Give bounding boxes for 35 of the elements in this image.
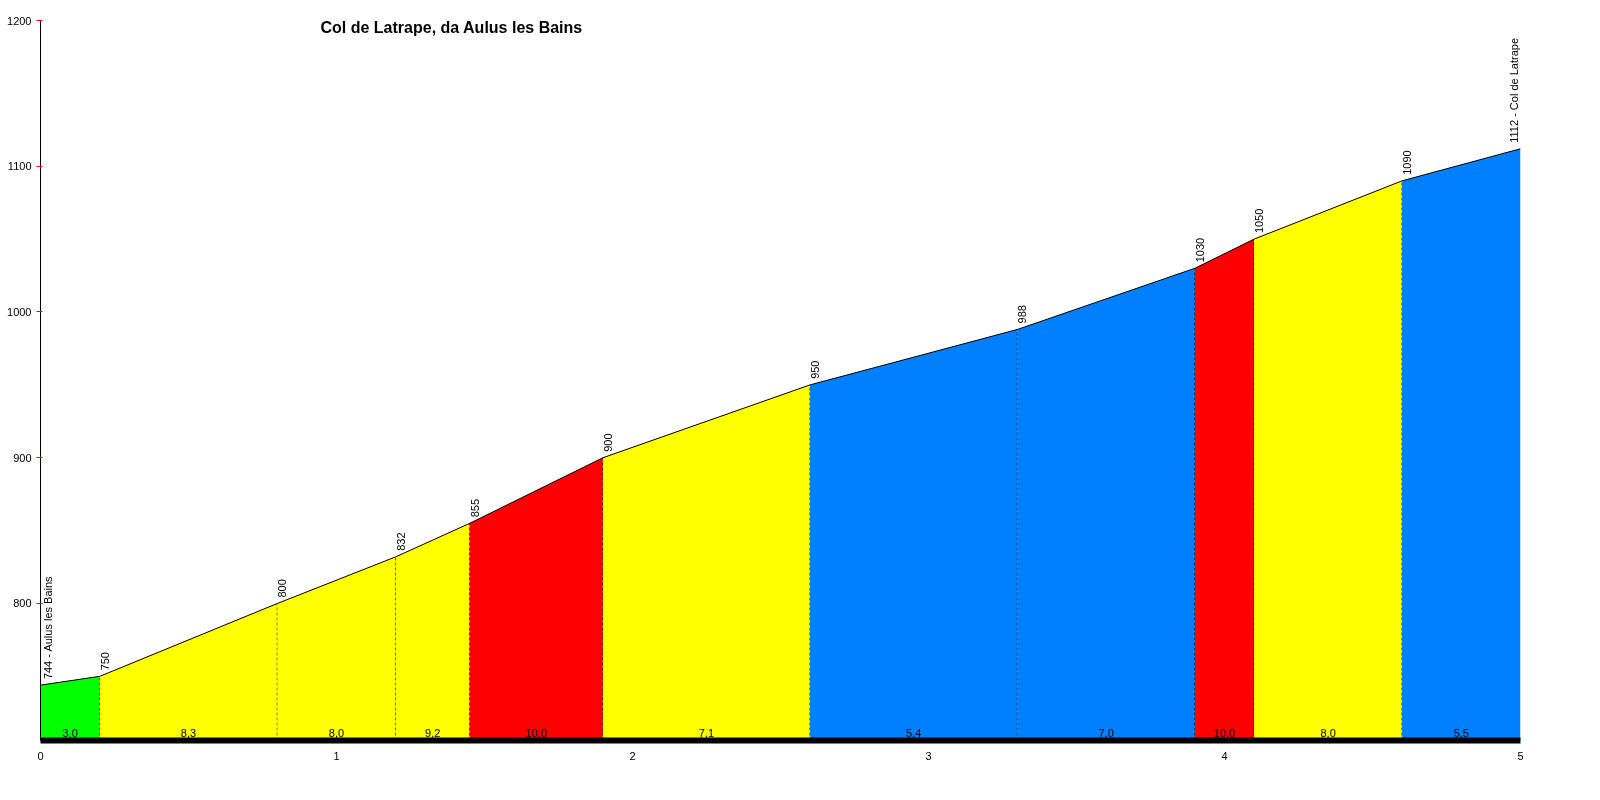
annotation: 855 (468, 498, 481, 518)
x-tick-label: 2 (629, 749, 636, 762)
y-tick-label: 1200 (7, 14, 32, 27)
y-tick-label: 1100 (7, 160, 32, 173)
annotation: 950 (809, 360, 822, 379)
annotation: 5,4 (906, 726, 922, 739)
annotation: 10,0 (525, 726, 548, 739)
annotation: 832 (394, 532, 407, 551)
annotation: 5,5 (1453, 726, 1469, 739)
annotation: 800 (276, 579, 289, 598)
chart-title: Col de Latrape, da Aulus les Bains (320, 18, 583, 36)
annotation: 1090 (1401, 150, 1414, 175)
x-tick-label: 1 (333, 749, 340, 762)
annotation: 9,2 (425, 726, 441, 739)
x-tick-label: 0 (37, 749, 44, 762)
annotation: 7,0 (1098, 726, 1114, 739)
annotation: 3,0 (62, 726, 78, 739)
annotation: 7,1 (698, 726, 715, 739)
annotation: 1030 (1193, 237, 1206, 263)
annotation: 8,0 (1320, 726, 1336, 739)
annotation: 744 - Aulus les Bains (41, 575, 54, 680)
annotation: 8,0 (328, 726, 345, 739)
annotation: 900 (601, 433, 614, 452)
annotation: 8,3 (180, 726, 197, 739)
annotation: 1050 (1253, 208, 1266, 234)
y-tick-label: 800 (13, 597, 32, 610)
annotation: 10,0 (1213, 726, 1236, 739)
y-tick-label: 1000 (7, 306, 32, 318)
x-tick-label: 3 (925, 749, 932, 762)
y-tick-label: 900 (13, 451, 32, 464)
x-tick-label: 5 (1517, 749, 1524, 762)
annotation: 1112 - Col de Latrape (1507, 37, 1520, 143)
x-tick-label: 4 (1221, 749, 1228, 762)
annotation: 750 (98, 652, 111, 671)
annotation: 988 (1016, 305, 1029, 324)
